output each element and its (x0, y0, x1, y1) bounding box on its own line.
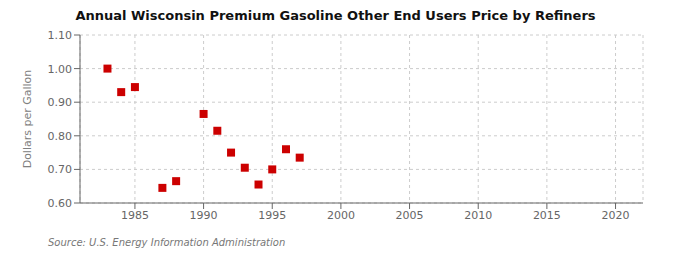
svg-text:2000: 2000 (327, 209, 355, 222)
svg-text:2015: 2015 (533, 209, 561, 222)
svg-text:2010: 2010 (464, 209, 492, 222)
svg-text:0.90: 0.90 (48, 96, 73, 109)
svg-text:1995: 1995 (258, 209, 286, 222)
svg-text:0.80: 0.80 (48, 130, 73, 143)
svg-text:2005: 2005 (396, 209, 424, 222)
svg-text:0.60: 0.60 (48, 197, 73, 210)
html-text:Source: U.S. Energy Informatio: Source: U.S. Energy Information Administ… (48, 237, 286, 248)
svg-text:2020: 2020 (602, 209, 630, 222)
svg-text:0.70: 0.70 (48, 163, 73, 176)
svg-text:1990: 1990 (190, 209, 218, 222)
html-text:Annual Wisconsin Premium Gasol: Annual Wisconsin Premium Gasoline Other … (75, 8, 596, 23)
svg-text:1.10: 1.10 (48, 29, 73, 42)
svg-text:1.00: 1.00 (48, 63, 73, 76)
svg-text:1985: 1985 (121, 209, 149, 222)
svg-text:Dollars per Gallon: Dollars per Gallon (21, 70, 34, 169)
